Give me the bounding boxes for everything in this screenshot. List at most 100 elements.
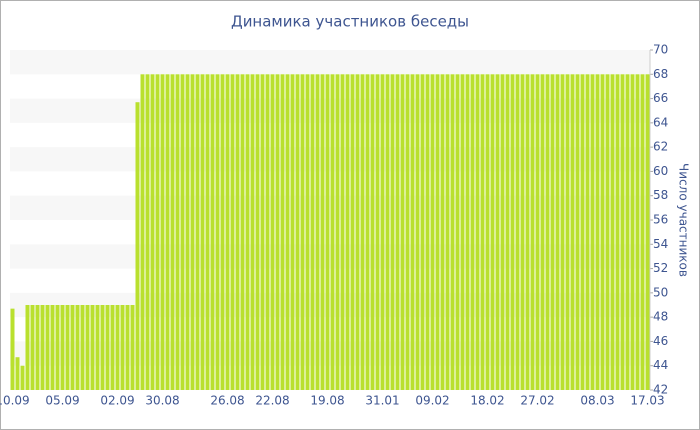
bar (420, 74, 425, 391)
bar (415, 74, 420, 391)
bar (430, 74, 435, 391)
bar (500, 74, 505, 391)
bar (365, 74, 370, 391)
bar (530, 74, 535, 391)
bar (195, 74, 200, 391)
x-tick-label: 18.02 (470, 394, 504, 408)
bar (425, 74, 430, 391)
bar (90, 305, 95, 390)
grid-band (10, 50, 650, 75)
x-tick-label: 26.08 (210, 394, 244, 408)
bar (445, 74, 450, 391)
bar (225, 74, 230, 391)
bar (65, 305, 70, 390)
bar (640, 74, 645, 391)
bar (615, 74, 620, 391)
bar (480, 74, 485, 391)
bar (80, 305, 85, 390)
bar (395, 74, 400, 391)
x-tick-label: 30.08 (145, 394, 179, 408)
bar (185, 74, 190, 391)
bar (275, 74, 280, 391)
bar (440, 74, 445, 391)
bar (85, 305, 90, 390)
y-tick-label: 44 (653, 358, 668, 372)
bar (435, 74, 440, 391)
bar (210, 74, 215, 391)
bar (470, 74, 475, 391)
x-tick-label: 22.08 (255, 394, 289, 408)
bar (140, 74, 145, 391)
bar (260, 74, 265, 391)
bar (300, 74, 305, 391)
bar (405, 74, 410, 391)
bar (170, 74, 175, 391)
y-tick-label: 60 (653, 164, 668, 178)
y-tick-label: 46 (653, 334, 668, 348)
bar (590, 74, 595, 391)
bar (50, 305, 55, 390)
bar (595, 74, 600, 391)
bar (220, 74, 225, 391)
bar (605, 74, 610, 391)
y-tick-label: 58 (653, 188, 668, 202)
bar (580, 74, 585, 391)
bar (20, 365, 25, 390)
bar (510, 74, 515, 391)
bar (540, 74, 545, 391)
bar (95, 305, 100, 390)
bar (485, 74, 490, 391)
bar (625, 74, 630, 391)
bar (315, 74, 320, 391)
x-tick-label: 08.03 (580, 394, 614, 408)
y-tick-label: 52 (653, 261, 668, 275)
bar (565, 74, 570, 391)
bar (475, 74, 480, 391)
bar (410, 74, 415, 391)
bar (335, 74, 340, 391)
bar (355, 74, 360, 391)
bar (535, 74, 540, 391)
y-tick-label: 70 (653, 43, 668, 57)
bar (265, 74, 270, 391)
bar (515, 74, 520, 391)
bar (30, 305, 35, 390)
chart-title: Динамика участников беседы (231, 13, 469, 31)
bar (295, 74, 300, 391)
bar (60, 305, 65, 390)
x-tick-label: 17.03 (630, 394, 664, 408)
x-tick-label: 27.02 (520, 394, 554, 408)
bar (545, 74, 550, 391)
bar (160, 74, 165, 391)
bar (520, 74, 525, 391)
bar (125, 305, 130, 390)
bar (55, 305, 60, 390)
bar (630, 74, 635, 391)
bar (35, 305, 40, 390)
y-axis-label: Число участников (677, 163, 691, 277)
y-tick-label: 48 (653, 310, 668, 324)
bar (465, 74, 470, 391)
bar (105, 305, 110, 390)
x-tick-label: 09.02 (415, 394, 449, 408)
bar (200, 74, 205, 391)
bar (155, 74, 160, 391)
bar (25, 305, 30, 390)
bar (270, 74, 275, 391)
bar (505, 74, 510, 391)
bar (245, 74, 250, 391)
bar (345, 74, 350, 391)
bar (285, 74, 290, 391)
bar (525, 74, 530, 391)
bar (255, 74, 260, 391)
bar (145, 74, 150, 391)
y-tick-label: 56 (653, 213, 668, 227)
bar (550, 74, 555, 391)
bar (380, 74, 385, 391)
bar (250, 74, 255, 391)
y-tick-label: 42 (653, 383, 668, 397)
bar (490, 74, 495, 391)
bar (310, 74, 315, 391)
bar (130, 305, 135, 390)
